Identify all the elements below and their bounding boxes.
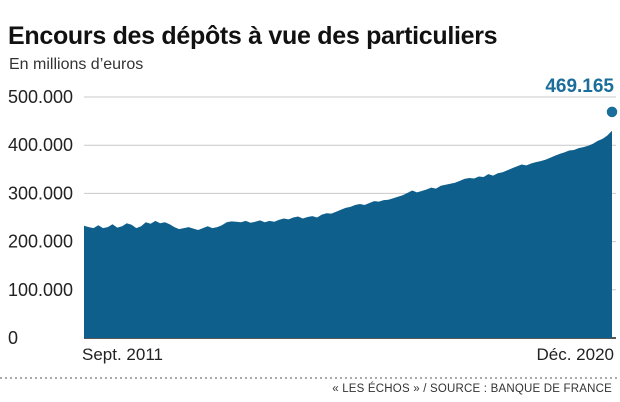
chart-title: Encours des dépôts à vue des particulier… [8, 22, 498, 50]
y-tick-label: 200.000 [8, 232, 73, 252]
last-value-label: 469.165 [545, 76, 614, 97]
x-start-label: Sept. 2011 [82, 345, 163, 364]
x-end-label: Déc. 2020 [537, 345, 615, 364]
y-tick-label: 500.000 [8, 87, 73, 107]
chart-subtitle: En millions d’euros [9, 56, 144, 73]
y-tick-label: 300.000 [8, 183, 73, 203]
area-series [84, 130, 612, 338]
y-tick-label: 0 [8, 328, 18, 348]
last-value-marker [605, 105, 619, 119]
y-tick-label: 100.000 [8, 280, 73, 300]
source-credit: « LES ÉCHOS » / SOURCE : BANQUE DE FRANC… [332, 383, 612, 395]
y-tick-label: 400.000 [8, 135, 73, 155]
